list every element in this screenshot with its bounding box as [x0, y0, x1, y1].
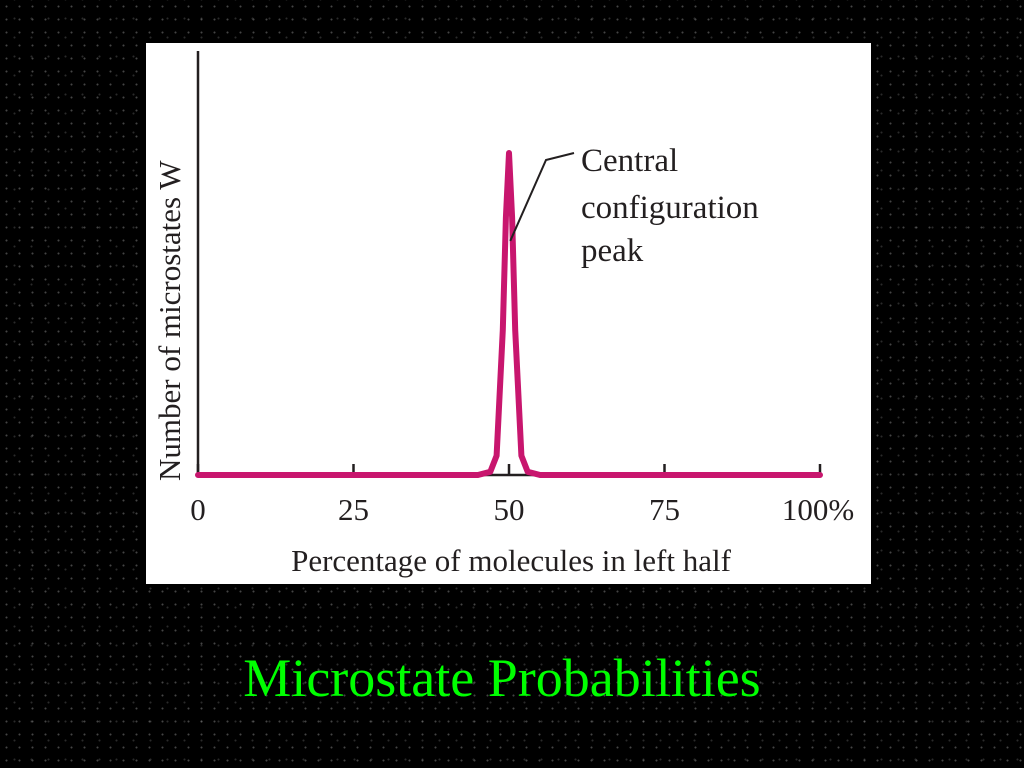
- x-axis-label: Percentage of molecules in left half: [291, 543, 732, 578]
- annotation-text: configuration: [581, 190, 759, 226]
- x-tick-label: 0: [190, 492, 206, 527]
- annotation-text: Central: [581, 143, 678, 179]
- plot-area: 0 25 50 75 100%: [190, 51, 854, 527]
- annotation-text: peak: [581, 233, 644, 269]
- series-line-0: [195, 150, 823, 478]
- x-tick-label: 75: [649, 492, 680, 527]
- x-tick-label: 25: [338, 492, 369, 527]
- slide-title: Microstate Probabilities: [243, 648, 761, 708]
- y-axis-label: Number of microstates W: [152, 160, 187, 481]
- figure-panel: 0 25 50 75 100% Percentage of molecules in l…: [146, 43, 871, 584]
- annotation: Central configuration peak: [509, 143, 759, 269]
- chart: 0 25 50 75 100% Percentage of molecules in l…: [152, 51, 854, 578]
- annotation-leader-line: [509, 152, 575, 242]
- x-tick-label: 50: [494, 492, 525, 527]
- x-tick-label: 100%: [782, 492, 854, 527]
